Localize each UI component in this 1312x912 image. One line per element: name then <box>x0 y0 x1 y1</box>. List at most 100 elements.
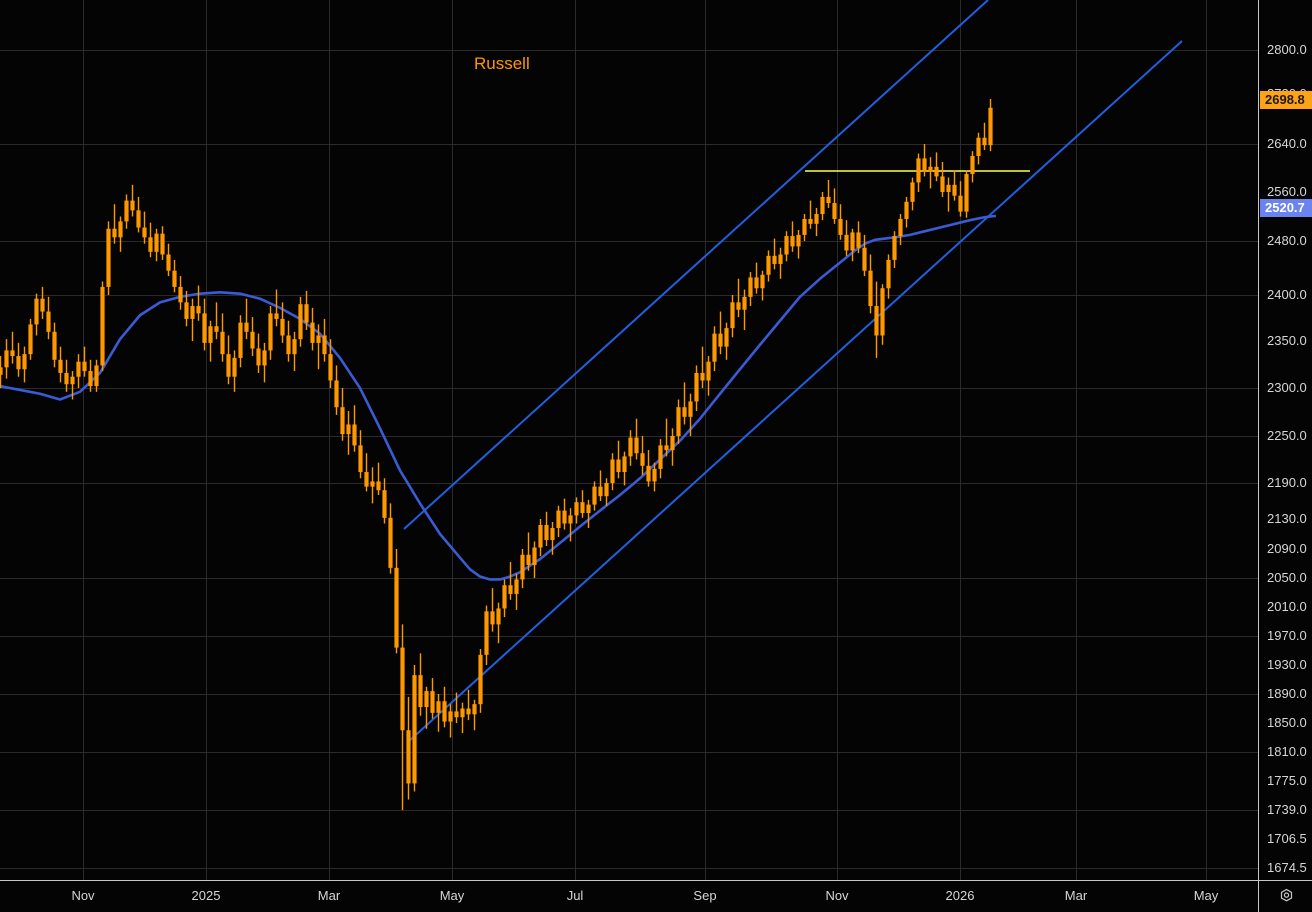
ohlc-bar <box>358 430 363 479</box>
ohlc-bar <box>988 99 993 152</box>
price-axis[interactable]: 2800.02720.02640.02560.02480.02400.02350… <box>1258 0 1312 880</box>
ohlc-bar <box>712 326 717 372</box>
ohlc-bar <box>118 216 123 252</box>
ohlc-bar <box>442 686 447 728</box>
channel-upper <box>403 0 989 530</box>
ohlc-bar <box>232 350 237 392</box>
ohlc-bar <box>724 322 729 360</box>
ohlc-bar <box>490 588 495 632</box>
last-price-tag: 2698.8 <box>1260 91 1312 109</box>
trendline-annotations[interactable] <box>403 0 1183 743</box>
ohlc-bar <box>328 339 333 388</box>
ohlc-bar <box>394 549 399 654</box>
ohlc-bar <box>850 228 855 262</box>
ohlc-bar <box>592 481 597 511</box>
time-axis-separator <box>0 880 1312 881</box>
ohlc-bar <box>406 696 411 800</box>
ohlc-bar <box>190 298 195 341</box>
price-axis-tick-label: 1890.0 <box>1267 686 1307 701</box>
ohlc-bar <box>892 231 897 268</box>
price-axis-tick-label: 2480.0 <box>1267 233 1307 248</box>
ohlc-bar <box>820 192 825 221</box>
ohlc-bar <box>868 254 873 314</box>
ohlc-bar <box>208 320 213 362</box>
ohlc-bar <box>778 247 783 279</box>
ohlc-bar <box>754 262 759 294</box>
ohlc-bar <box>766 250 771 282</box>
ohlc-bar <box>478 649 483 713</box>
ohlc-bar <box>856 221 861 254</box>
ohlc-bar <box>382 478 387 524</box>
ohlc-bar <box>430 678 435 719</box>
ohlc-bar <box>922 144 927 177</box>
ohlc-bar <box>244 298 249 340</box>
ohlc-bar <box>832 188 837 224</box>
ohlc-bar <box>910 177 915 211</box>
ohlc-bar <box>250 317 255 357</box>
ohlc-bar <box>40 286 45 319</box>
time-axis[interactable]: Nov 2025 Mar May Jul Sep Nov 2026 Mar May <box>0 880 1312 912</box>
ohlc-bar <box>964 170 969 218</box>
ohlc-bar <box>538 519 543 557</box>
vertical-gridlines <box>83 0 1207 880</box>
ohlc-bar <box>316 324 321 370</box>
ohlc-bar <box>634 418 639 460</box>
ohlc-bar <box>826 180 831 208</box>
price-axis-tick-label: 2800.0 <box>1267 42 1307 57</box>
ohlc-bar <box>904 196 909 228</box>
ohlc-bar <box>106 221 111 295</box>
ohlc-bar <box>166 243 171 277</box>
ohlc-bar <box>808 200 813 229</box>
ohlc-bar <box>262 342 267 383</box>
ohlc-bar <box>172 259 177 293</box>
ohlc-bar <box>736 278 741 318</box>
ohlc-bar <box>844 220 849 256</box>
ohlc-bar <box>838 204 843 240</box>
ohlc-bar <box>322 318 327 362</box>
price-axis-tick-label: 2300.0 <box>1267 380 1307 395</box>
ohlc-bar <box>496 602 501 644</box>
price-axis-tick-label: 2010.0 <box>1267 599 1307 614</box>
ohlc-bar <box>886 254 891 299</box>
ohlc-bar <box>214 302 219 340</box>
ohlc-bar <box>568 508 573 542</box>
ohlc-bar <box>976 132 981 165</box>
ohlc-bar <box>82 346 87 377</box>
ohlc-bar <box>658 439 663 479</box>
ohlc-bar <box>898 214 903 246</box>
ohlc-bar <box>370 467 375 504</box>
ohlc-bar <box>640 436 645 476</box>
ohlc-bar <box>598 470 603 501</box>
ohlc-bar <box>466 689 471 721</box>
ohlc-bar <box>274 289 279 327</box>
price-axis-tick-label: 2090.0 <box>1267 541 1307 556</box>
ohlc-bar <box>526 532 531 571</box>
ohlc-bar <box>784 231 789 262</box>
ohlc-bar <box>508 562 513 600</box>
price-axis-tick-label: 2190.0 <box>1267 475 1307 490</box>
settings-gear-icon[interactable] <box>1278 888 1295 905</box>
ohlc-bar <box>682 382 687 425</box>
price-axis-tick-label: 1775.0 <box>1267 773 1307 788</box>
ohlc-bar <box>772 238 777 270</box>
ohlc-bar <box>64 359 69 392</box>
ohlc-bar <box>10 331 15 364</box>
time-axis-tick-label: May <box>1193 888 1219 903</box>
moving-average-line <box>0 214 997 581</box>
ohlc-bar <box>946 177 951 212</box>
ohlc-bar <box>160 226 165 260</box>
ohlc-bar <box>616 440 621 479</box>
ohlc-bar <box>4 339 9 379</box>
ohlc-bar <box>700 346 705 388</box>
ohlc-bar <box>286 320 291 362</box>
ohlc-bar <box>628 430 633 466</box>
ohlc-bar <box>154 228 159 262</box>
ohlc-bar-series <box>0 99 993 810</box>
ohlc-bar <box>472 699 477 731</box>
ohlc-bar <box>652 462 657 492</box>
price-axis-tick-label: 2130.0 <box>1267 511 1307 526</box>
price-axis-tick-label: 1674.5 <box>1267 860 1307 875</box>
ohlc-bar <box>424 686 429 729</box>
ohlc-bar <box>502 579 507 618</box>
